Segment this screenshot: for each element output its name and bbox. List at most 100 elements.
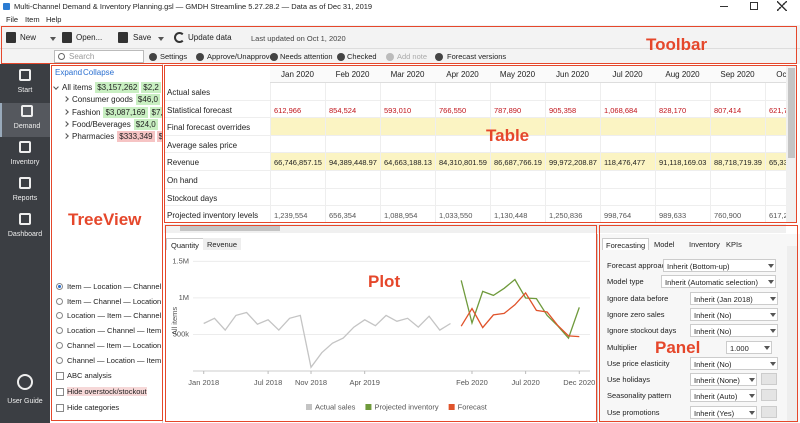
dropdown[interactable]: Inherit (Automatic selection) bbox=[661, 275, 776, 289]
sidebar-item[interactable]: Inventory bbox=[0, 139, 50, 173]
action-button[interactable]: Forecast versions bbox=[447, 52, 507, 61]
table-cell[interactable] bbox=[710, 83, 765, 101]
table-cell[interactable] bbox=[545, 171, 600, 189]
table-cell[interactable] bbox=[325, 188, 380, 207]
maximize-button[interactable] bbox=[750, 2, 758, 10]
table-cell[interactable] bbox=[600, 118, 655, 136]
radio-button[interactable] bbox=[56, 356, 63, 364]
menu-item[interactable]: Item bbox=[25, 15, 40, 24]
table-cell[interactable]: 65,339,247. bbox=[765, 153, 786, 171]
table-cell[interactable]: 807,414 bbox=[710, 100, 765, 119]
table-cell[interactable] bbox=[655, 188, 710, 207]
dropdown[interactable]: Inherit (None) bbox=[690, 373, 757, 387]
table-cell[interactable] bbox=[710, 171, 765, 189]
action-button[interactable]: Needs attention bbox=[280, 52, 333, 61]
dropdown[interactable]: Inherit (Yes) bbox=[690, 405, 757, 419]
table-cell[interactable] bbox=[600, 83, 655, 101]
table-cell[interactable] bbox=[600, 135, 655, 154]
scrollbar-thumb[interactable] bbox=[788, 68, 795, 158]
table-cell[interactable] bbox=[545, 135, 600, 154]
table-cell[interactable] bbox=[490, 171, 545, 189]
hierarchy-option[interactable]: Channel — Location — Item bbox=[67, 355, 162, 365]
table-cell[interactable]: 905,358 bbox=[545, 100, 600, 119]
dropdown[interactable]: Inherit (No) bbox=[690, 307, 778, 321]
table-cell[interactable] bbox=[765, 171, 786, 189]
tree-item[interactable]: Pharmacies $333,349 $ bbox=[63, 131, 162, 143]
table-cell[interactable] bbox=[325, 135, 380, 154]
dropdown-caret[interactable] bbox=[768, 264, 774, 268]
table-cell[interactable]: 88,718,719.39 bbox=[710, 153, 765, 171]
dropdown[interactable]: Inherit (Auto) bbox=[690, 389, 757, 403]
hierarchy-option[interactable]: Location — Item — Channel bbox=[67, 311, 162, 321]
table-cell[interactable] bbox=[270, 188, 325, 207]
table-cell[interactable]: 99,972,208.87 bbox=[545, 153, 600, 171]
dropdown-caret[interactable] bbox=[770, 329, 776, 334]
sidebar-item[interactable]: Dashboard bbox=[0, 211, 50, 245]
table-cell[interactable]: 86,687,766.19 bbox=[490, 153, 545, 171]
radio-button[interactable] bbox=[56, 341, 63, 349]
table-cell[interactable]: 94,389,448.97 bbox=[325, 153, 380, 171]
table-cell[interactable] bbox=[545, 118, 600, 136]
table-cell[interactable] bbox=[710, 118, 765, 136]
table-cell[interactable]: 64,663,188.13 bbox=[380, 153, 435, 171]
help-icon[interactable] bbox=[17, 374, 33, 390]
hierarchy-option[interactable]: Item — Location — Channel bbox=[67, 282, 162, 291]
table-cell[interactable]: 854,524 bbox=[325, 100, 380, 119]
minimize-button[interactable] bbox=[720, 6, 728, 7]
table-cell[interactable] bbox=[655, 171, 710, 189]
table-cell[interactable] bbox=[380, 83, 435, 101]
dropdown[interactable]: Inherit (Jan 2018) bbox=[690, 291, 778, 305]
table-cell[interactable] bbox=[435, 188, 490, 207]
dropdown-caret[interactable] bbox=[749, 394, 755, 399]
dropdown[interactable]: Inherit (Bottom-up) bbox=[663, 259, 776, 272]
table-cell[interactable] bbox=[600, 171, 655, 189]
close-button[interactable] bbox=[777, 1, 787, 11]
table-cell[interactable]: 66,746,857.15 bbox=[270, 153, 325, 171]
tree-item[interactable]: Food/Beverages $24,0 bbox=[63, 118, 162, 131]
table-cell[interactable] bbox=[655, 135, 710, 154]
tree-option[interactable]: Hide categories bbox=[67, 403, 120, 412]
table-cell[interactable]: 118,476,477 bbox=[600, 153, 655, 171]
panel-tab[interactable]: KPIs bbox=[726, 240, 742, 249]
table-cell[interactable]: 621,786 bbox=[765, 100, 786, 119]
table-cell[interactable]: 84,310,801.59 bbox=[435, 153, 490, 171]
dropdown[interactable]: Inherit (No) bbox=[690, 356, 778, 370]
table-cell[interactable]: 766,550 bbox=[435, 100, 490, 119]
sidebar-item[interactable]: Start bbox=[0, 67, 50, 101]
edit-button[interactable] bbox=[761, 405, 777, 418]
table-cell[interactable] bbox=[435, 171, 490, 189]
panel-scrollbar[interactable] bbox=[787, 246, 797, 421]
tree-option[interactable]: Hide overstock/stockout bbox=[67, 387, 147, 396]
search-box[interactable]: Search bbox=[54, 50, 144, 63]
table-cell[interactable] bbox=[765, 188, 786, 207]
hierarchy-option[interactable]: Channel — Item — Location bbox=[67, 340, 162, 350]
table-cell[interactable] bbox=[655, 83, 710, 101]
checkbox[interactable] bbox=[56, 388, 64, 396]
dropdown-caret[interactable] bbox=[50, 37, 56, 41]
table-cell[interactable] bbox=[325, 171, 380, 189]
dropdown-caret[interactable] bbox=[768, 280, 774, 285]
table-cell[interactable]: 593,010 bbox=[380, 100, 435, 119]
dropdown-caret[interactable] bbox=[764, 345, 770, 350]
table-cell[interactable] bbox=[270, 171, 325, 189]
expand-link[interactable]: Expand bbox=[55, 68, 83, 77]
table-cell[interactable]: 91,118,169.03 bbox=[655, 153, 710, 171]
table-cell[interactable] bbox=[655, 118, 710, 136]
number-input[interactable]: 1.000 bbox=[726, 340, 772, 354]
table-cell[interactable] bbox=[380, 118, 435, 136]
radio-button[interactable] bbox=[56, 283, 63, 290]
table-cell[interactable] bbox=[380, 188, 435, 207]
panel-tab[interactable]: Forecasting bbox=[602, 238, 650, 250]
tree-item[interactable]: All items $3,157,262 $2,2 bbox=[53, 82, 162, 94]
table-cell[interactable] bbox=[435, 118, 490, 136]
dropdown-caret[interactable] bbox=[749, 378, 755, 383]
radio-button[interactable] bbox=[56, 312, 63, 320]
table-cell[interactable]: 787,890 bbox=[490, 100, 545, 119]
dropdown-caret[interactable] bbox=[770, 296, 776, 301]
dropdown-caret[interactable] bbox=[749, 410, 755, 415]
action-button[interactable]: Approve/Unapprove bbox=[207, 52, 274, 61]
table-cell[interactable] bbox=[765, 135, 786, 154]
collapse-link[interactable]: Collapse bbox=[83, 68, 115, 77]
scrollbar-thumb[interactable] bbox=[180, 226, 280, 231]
table-cell[interactable] bbox=[765, 83, 786, 101]
